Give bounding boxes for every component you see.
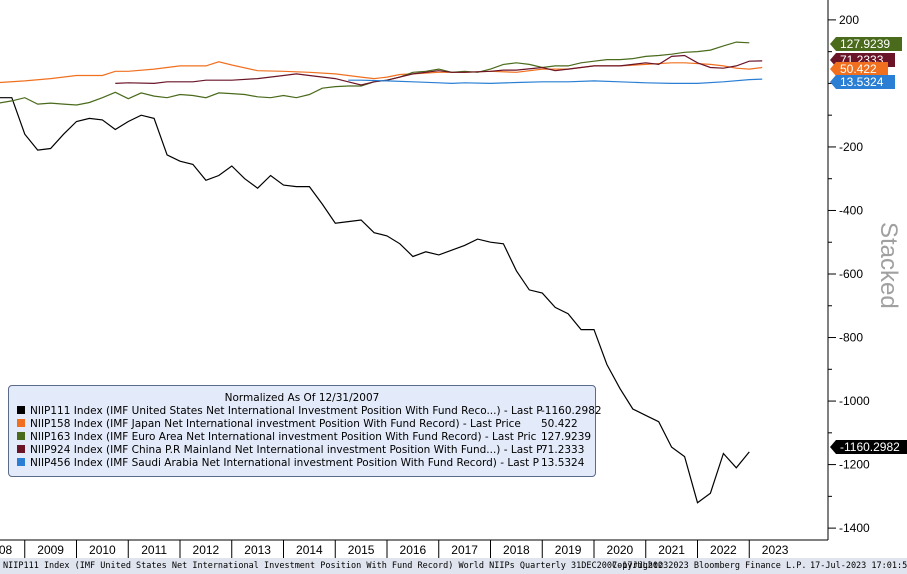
legend-label: NIIP163 Index (IMF Euro Area Net Interna…	[30, 431, 537, 443]
y-tick-label: -1200	[839, 458, 870, 472]
legend-value: 71.2333	[541, 444, 585, 456]
footer-description: NIIP111 Index (IMF United States Net Int…	[3, 561, 669, 571]
legend-label: NIIP111 Index (IMF United States Net Int…	[30, 405, 543, 417]
legend-row-niip163[interactable]: NIIP163 Index (IMF Euro Area Net Interna…	[17, 431, 595, 444]
y-tick-label: -1000	[839, 394, 870, 408]
x-tick-label: 2019	[555, 543, 582, 557]
stacked-label-text: Stacked	[875, 222, 902, 309]
x-tick-label: 2023	[762, 543, 789, 557]
legend-label: NIIP158 Index (IMF Japan Net Internation…	[30, 418, 521, 430]
y-tick-label: -1400	[839, 521, 870, 535]
y-tick-label: -600	[839, 267, 863, 281]
x-tick-label: 2010	[89, 543, 116, 557]
value-tag-niip158: 50.422	[830, 62, 888, 76]
series-line-niip158	[0, 61, 763, 84]
legend-value: 13.5324	[541, 457, 585, 469]
legend-label: NIIP456 Index (IMF Saudi Arabia Net Inte…	[30, 457, 539, 469]
stacked-label: Stacked	[870, 222, 906, 322]
x-axis: 2008 2009 2010 2011 2012 2013 2014 2015 2016 2017…	[0, 539, 828, 558]
x-tick-label: 2009	[37, 543, 64, 557]
footer-bar: NIIP111 Index (IMF United States Net Int…	[0, 558, 907, 574]
legend-value: 50.422	[541, 418, 578, 430]
x-tick-label: 2021	[658, 543, 685, 557]
legend-swatch	[17, 445, 25, 453]
legend-title: Normalized As Of 12/31/2007	[224, 392, 380, 404]
x-tick-label: 2011	[141, 543, 167, 557]
value-tag-bg	[830, 75, 895, 89]
x-tick-label: 2012	[193, 543, 220, 557]
legend[interactable]: Normalized As Of 12/31/2007 NIIP111 Inde…	[8, 385, 602, 477]
legend-swatch	[17, 458, 25, 466]
y-tick-label: -400	[839, 203, 863, 217]
series-line-niip924	[115, 54, 763, 86]
x-tick-label: 2016	[400, 543, 427, 557]
legend-label: NIIP924 Index (IMF China P.R Mainland Ne…	[30, 444, 543, 456]
legend-value: -1160.2982	[541, 405, 602, 417]
x-tick-label: 2015	[348, 543, 375, 557]
value-tag-text: 13.5324	[840, 75, 884, 89]
legend-row-niip158[interactable]: NIIP158 Index (IMF Japan Net Internation…	[17, 418, 595, 431]
value-tag-bg	[830, 62, 888, 76]
value-tag-niip111: -1160.2982	[830, 440, 907, 454]
value-tag-niip163: 127.9239	[830, 37, 902, 51]
legend-row-niip924[interactable]: NIIP924 Index (IMF China P.R Mainland Ne…	[17, 444, 595, 457]
x-tick-label: 2008	[0, 543, 13, 557]
value-tag-niip456: 13.5324	[830, 75, 895, 89]
legend-swatch	[17, 432, 25, 440]
y-tick-label: -800	[839, 331, 863, 345]
y-axis: 200 -200 -400 -600 -800 -1000 -1200 -1400	[827, 0, 870, 540]
x-tick-label: 2014	[296, 543, 323, 557]
x-tick-label: 2018	[503, 543, 530, 557]
legend-swatch	[17, 406, 25, 414]
x-tick-label: 2013	[244, 543, 271, 557]
value-tag-text: 50.422	[840, 62, 877, 76]
legend-row-niip456[interactable]: NIIP456 Index (IMF Saudi Arabia Net Inte…	[17, 457, 595, 470]
value-tag-bg	[830, 37, 902, 51]
value-tag-bg	[830, 440, 907, 454]
value-tag-text: 127.9239	[840, 37, 890, 51]
legend-row-niip111[interactable]: NIIP111 Index (IMF United States Net Int…	[17, 405, 602, 418]
value-tag-text: -1160.2982	[840, 440, 900, 454]
x-tick-label: 2020	[607, 543, 634, 557]
series-line-niip111	[0, 97, 750, 504]
series-line-niip456	[348, 78, 763, 85]
legend-swatch	[17, 419, 25, 427]
legend-value: 127.9239	[541, 431, 592, 443]
footer-copyright: Copyright© 2023 Bloomberg Finance L.P.	[612, 561, 807, 571]
y-tick-label: 200	[839, 13, 859, 27]
x-tick-label: 2022	[710, 543, 737, 557]
x-tick-label: 2017	[451, 543, 478, 557]
footer-timestamp: 17-Jul-2023 17:01:51	[810, 561, 907, 571]
y-tick-label: -200	[839, 140, 863, 154]
